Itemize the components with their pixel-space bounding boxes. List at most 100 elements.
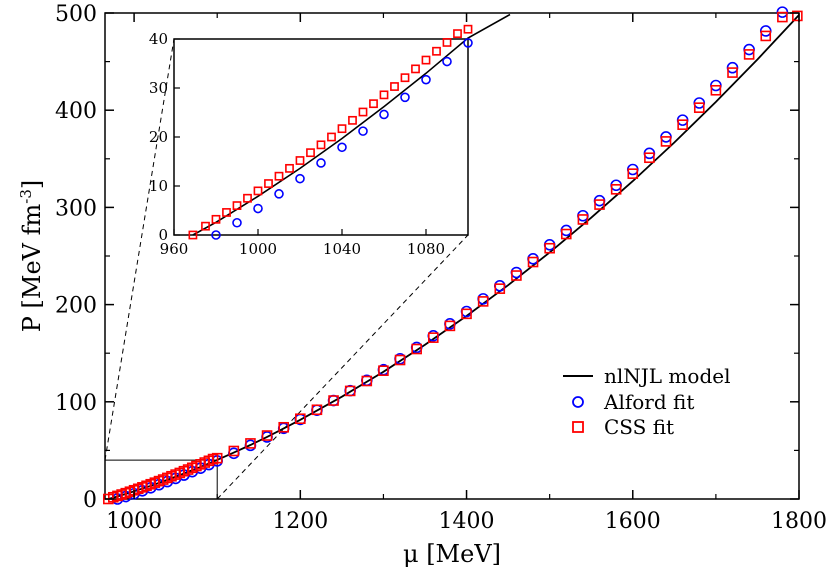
alford-point [442,56,452,67]
css-point [577,214,589,225]
css-point [444,320,456,332]
alford-point [421,74,431,85]
alford-point [211,230,221,240]
y-tick-label: 0 [83,488,97,513]
alford-point [400,92,410,103]
legend-label-css: CSS fit [604,415,674,439]
y-tick-label: 400 [55,99,97,124]
css-point [311,404,323,416]
css-point [677,119,688,130]
css-point [693,102,705,113]
inset-x-tick-label: 1080 [407,240,445,258]
alford-point [543,239,556,251]
css-point [660,136,672,147]
css-point [232,201,242,210]
legend-marker-alford [572,396,584,408]
css-point [328,395,339,406]
css-point [211,214,221,224]
legend-label-nlnjl: nlNJL model [604,364,730,388]
inset-x-tick-label: 1000 [239,240,277,258]
css-point [644,152,655,164]
zoom-guide [104,38,469,500]
css-point [243,193,252,203]
css-point [421,55,431,65]
css-point [348,115,357,125]
css-point [627,168,639,179]
y-axis-title-exponent: -3 [17,189,35,204]
main-series-layer [103,6,803,505]
css-point [427,332,439,343]
y-axis-title-main: P [MeV fm [18,204,46,333]
y-axis-title: P [MeV fm-3] [17,180,46,333]
alford-point [274,189,284,199]
css-point [511,270,522,281]
inset-frame [173,38,469,236]
y-axis-title-close: ] [18,180,46,189]
alford-point [337,142,347,153]
alford-point [379,109,389,120]
alford-point [295,173,305,184]
inset-x-tick-label: 1040 [323,240,361,258]
inset-axes: 960 1000 1040 1080 0 10 20 30 40 [149,30,445,258]
css-point [316,140,326,150]
css-point [261,430,273,441]
inset-y-tick-label: 40 [149,30,168,48]
css-point [394,354,406,366]
inset-y-tick-label: 30 [149,79,168,97]
legend-marker-css [572,421,584,433]
css-point [211,452,223,464]
x-tick-label: 1200 [272,509,328,534]
css-point [560,228,572,240]
css-point [453,29,462,39]
css-point [274,171,284,181]
css-point [278,421,289,433]
css-point [411,64,420,74]
y-tick-label: 100 [55,391,97,416]
css-point [727,67,738,78]
inset-x-tick-label: 960 [160,240,189,258]
inset-y-tick-label: 0 [158,226,168,244]
css-point [527,256,539,268]
x-tick-label: 1600 [605,509,661,534]
y-tick-label: 300 [55,196,97,221]
css-point [792,10,803,22]
css-point [228,445,240,457]
alford-point [232,217,242,228]
x-tick-label: 1800 [771,509,827,534]
css-point [188,230,198,240]
css-point [610,184,622,195]
css-point [461,308,472,320]
alford-point [477,293,489,305]
css-point [222,208,231,217]
x-tick-label: 1000 [106,509,162,534]
alford-point [358,126,368,136]
inset-y-tick-label: 20 [149,128,168,146]
css-point [743,49,755,60]
css-point [327,132,336,142]
css-point [494,283,506,294]
zoom-guide-line [216,234,469,500]
css-point [201,221,210,231]
alford-point [316,158,326,168]
css-point [378,365,389,376]
css-point [369,99,378,109]
css-point [245,438,256,449]
inset-y-tick-label: 10 [149,177,168,195]
css-point [361,375,373,387]
alford-point [253,203,263,214]
inset-plot: 960 1000 1040 1080 0 10 20 30 40 [149,13,511,258]
legend-label-alford: Alford fit [603,390,694,414]
alford-point [510,266,523,279]
alford-point [493,280,506,292]
alford-point [463,38,473,48]
css-point [253,186,263,196]
css-point [432,46,441,56]
y-tick-label: 500 [55,2,97,27]
x-axis-title: μ [MeV] [403,540,501,568]
css-point [594,199,605,210]
alford-point [577,209,589,222]
css-point [400,73,410,83]
